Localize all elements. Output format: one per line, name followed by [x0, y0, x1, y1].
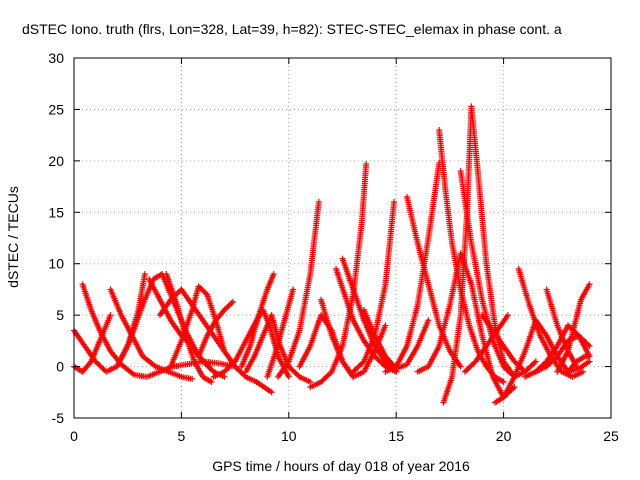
chart-title: dSTEC Iono. truth (flrs, Lon=328, Lat=39…	[22, 21, 562, 37]
y-tick-label: 5	[56, 307, 64, 323]
data-point-markers	[163, 271, 215, 385]
data-point-markers	[554, 281, 593, 375]
y-tick-label: 15	[48, 204, 64, 220]
data-series	[275, 199, 322, 380]
data-point-markers	[156, 286, 275, 396]
data-series	[350, 199, 398, 375]
data-point-markers	[565, 353, 593, 375]
x-tick-label: 25	[603, 428, 619, 444]
x-axis-label: GPS time / hours of day 018 of year 2016	[212, 458, 470, 474]
data-series	[565, 353, 593, 375]
data-series	[264, 286, 297, 380]
x-axis-ticks: 0 5 10 15 20 25	[70, 58, 619, 444]
data-point-markers	[436, 127, 507, 385]
data-series	[163, 271, 215, 385]
data-series	[333, 265, 400, 375]
y-tick-label: 30	[48, 50, 64, 66]
data-series	[382, 159, 443, 375]
x-tick-label: 0	[70, 428, 78, 444]
data-point-markers	[107, 286, 196, 382]
data-series	[195, 298, 236, 360]
x-tick-label: 10	[281, 428, 297, 444]
data-series	[360, 307, 432, 372]
data-series	[107, 286, 196, 382]
x-tick-label: 15	[388, 428, 404, 444]
data-series	[436, 127, 507, 385]
y-tick-label: -5	[52, 410, 65, 426]
data-point-markers	[264, 286, 297, 380]
data-series	[79, 281, 239, 380]
y-axis-ticks: -5 0 5 10 15 20 25 30	[48, 50, 611, 426]
y-tick-label: 0	[56, 359, 64, 375]
data-point-markers	[350, 199, 398, 375]
y-axis-label: dSTEC / TECUs	[5, 186, 21, 288]
data-points	[71, 103, 593, 406]
data-point-markers	[339, 255, 400, 375]
data-point-markers	[79, 281, 239, 380]
plot-frame	[73, 57, 612, 419]
data-point-markers	[360, 307, 432, 372]
x-tick-label: 5	[178, 428, 186, 444]
data-point-markers	[333, 265, 400, 375]
data-series	[339, 255, 400, 375]
y-tick-label: 10	[48, 256, 64, 272]
data-point-markers	[195, 298, 236, 360]
y-tick-label: 20	[48, 153, 64, 169]
y-tick-label: 25	[48, 101, 64, 117]
x-tick-label: 20	[496, 428, 512, 444]
data-point-markers	[238, 271, 277, 370]
data-series	[156, 286, 275, 396]
data-series	[554, 281, 593, 375]
data-series	[238, 271, 277, 370]
data-point-markers	[382, 159, 443, 375]
data-point-markers	[275, 199, 322, 380]
